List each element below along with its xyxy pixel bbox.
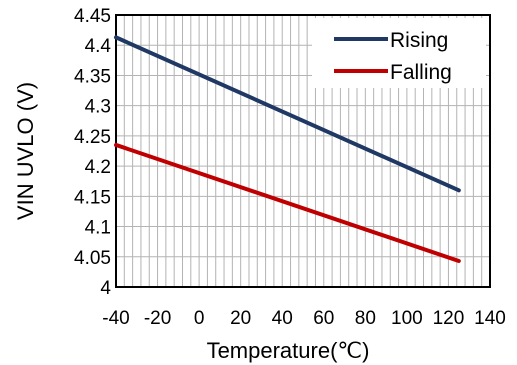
series-line-rising bbox=[114, 35, 461, 193]
y-tick-labels: 4 4.05 4.1 4.15 4.2 4.25 4.3 4.35 4.4 4.45 bbox=[74, 6, 111, 299]
x-tick-label: 100 bbox=[391, 308, 423, 329]
legend: Rising Falling bbox=[312, 18, 486, 88]
series-line-falling bbox=[114, 142, 461, 264]
x-tick-label: 60 bbox=[313, 308, 334, 329]
y-tick-label: 4.2 bbox=[85, 157, 111, 178]
y-tick-label: 4.15 bbox=[74, 187, 111, 208]
x-tick-label: 0 bbox=[194, 308, 205, 329]
plot-frame bbox=[115, 14, 491, 288]
y-tick-label: 4.35 bbox=[74, 66, 111, 87]
x-tick-label: 20 bbox=[230, 308, 251, 329]
legend-label-falling: Falling bbox=[390, 61, 452, 84]
y-tick-label: 4 bbox=[100, 278, 111, 299]
legend-label-rising: Rising bbox=[390, 29, 448, 52]
y-tick-label: 4.45 bbox=[74, 6, 111, 27]
y-tick-label: 4.4 bbox=[85, 36, 112, 57]
x-tick-label: 40 bbox=[272, 308, 293, 329]
x-axis-title: Temperature(℃) bbox=[207, 338, 370, 363]
x-tick-label: -40 bbox=[102, 308, 129, 329]
y-tick-label: 4.1 bbox=[85, 218, 111, 239]
legend-background bbox=[312, 18, 486, 88]
y-tick-label: 4.3 bbox=[85, 97, 111, 118]
x-tick-label: 120 bbox=[433, 308, 465, 329]
x-tick-labels: -40 -20 0 20 40 60 80 100 120 140 bbox=[102, 308, 506, 329]
y-axis-title: VIN UVLO (V) bbox=[13, 82, 38, 220]
x-tick-label: 140 bbox=[474, 308, 506, 329]
x-tick-label: 80 bbox=[355, 308, 376, 329]
series-lines bbox=[114, 35, 461, 264]
y-tick-label: 4.25 bbox=[74, 127, 111, 148]
y-tick-label: 4.05 bbox=[74, 248, 111, 269]
x-tick-label: -20 bbox=[144, 308, 171, 329]
